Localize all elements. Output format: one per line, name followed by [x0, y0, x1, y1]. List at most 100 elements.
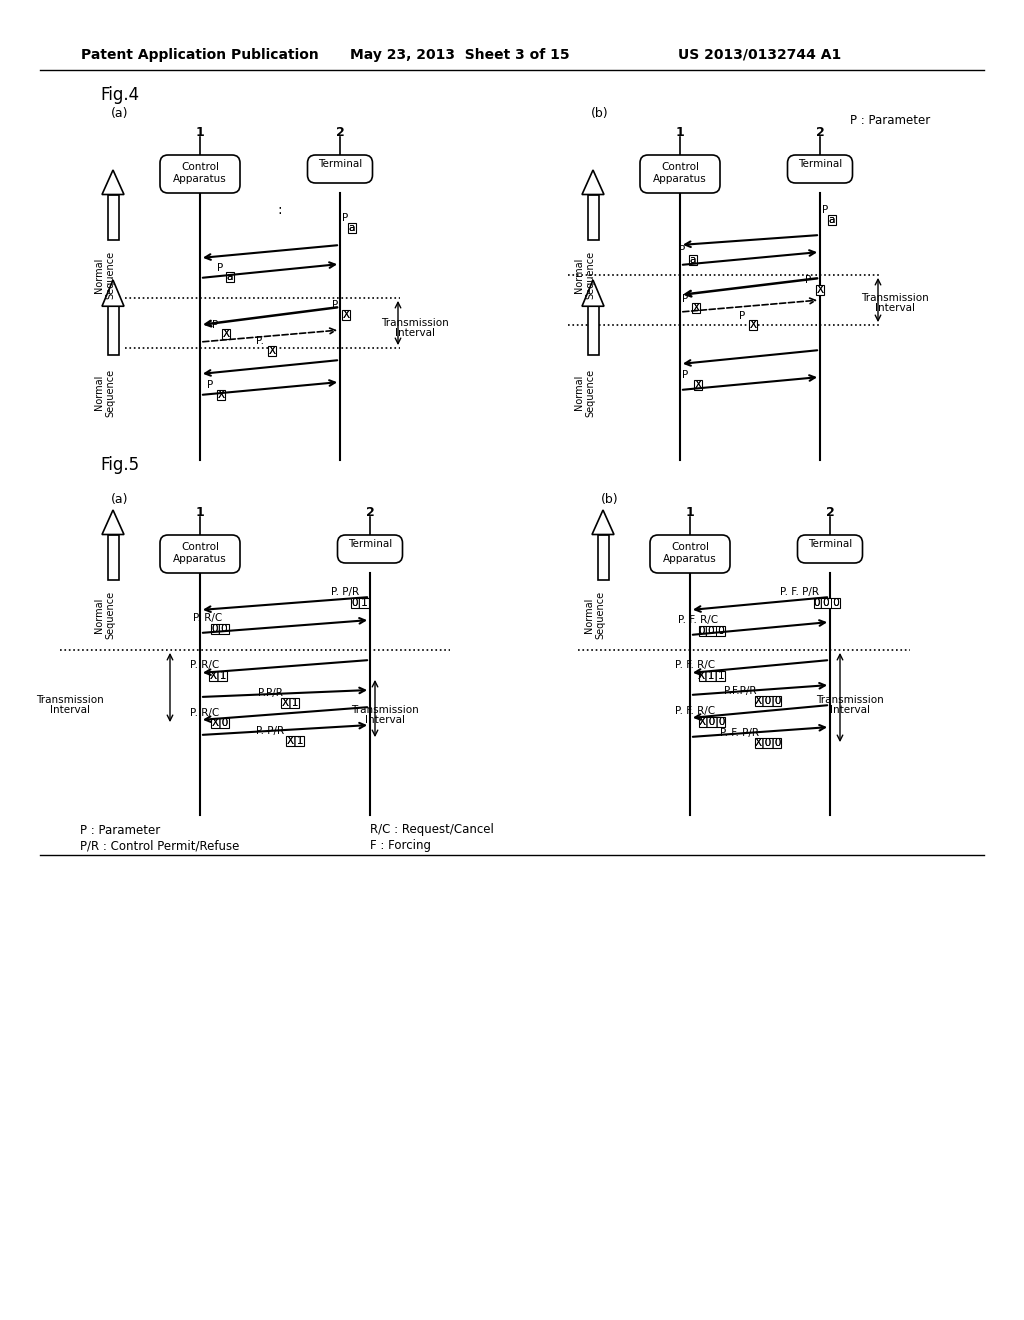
Text: X|1: X|1 — [282, 698, 299, 709]
Bar — [693, 380, 702, 391]
Text: Control: Control — [181, 543, 219, 552]
Text: Terminal: Terminal — [798, 158, 842, 169]
Text: Transmission: Transmission — [381, 318, 449, 327]
Text: P. R/C: P. R/C — [190, 660, 219, 671]
Bar — [698, 717, 725, 727]
Text: Apparatus: Apparatus — [653, 174, 707, 183]
Text: X: X — [222, 329, 229, 339]
Bar — [597, 535, 608, 579]
Text: a: a — [226, 272, 233, 282]
Text: X|1: X|1 — [209, 671, 226, 681]
Bar — [211, 718, 228, 729]
Bar — [108, 535, 119, 579]
Text: (b): (b) — [591, 107, 609, 120]
Text: P: P — [739, 312, 745, 321]
Text: 2: 2 — [825, 507, 835, 520]
Bar — [351, 598, 369, 609]
Bar — [267, 346, 276, 356]
Text: (a): (a) — [112, 107, 129, 120]
Text: 1: 1 — [676, 125, 684, 139]
Text: Transmission: Transmission — [36, 696, 103, 705]
Text: P. R/C: P. R/C — [190, 708, 219, 718]
Text: P : Parameter: P : Parameter — [80, 824, 160, 837]
Text: X: X — [268, 346, 275, 356]
Text: Interval: Interval — [365, 715, 406, 725]
Bar — [222, 329, 230, 339]
Text: X: X — [694, 380, 701, 389]
Text: Transmission: Transmission — [816, 696, 884, 705]
Text: 2: 2 — [366, 507, 375, 520]
Bar — [827, 215, 837, 226]
Bar — [588, 306, 598, 355]
Text: P. P/R: P. P/R — [256, 726, 284, 737]
Text: 0|0|0: 0|0|0 — [698, 626, 725, 636]
Polygon shape — [592, 510, 614, 535]
Bar — [217, 389, 225, 400]
Text: a: a — [828, 215, 836, 224]
Bar — [689, 255, 697, 265]
Text: US 2013/0132744 A1: US 2013/0132744 A1 — [678, 48, 842, 62]
Text: Interval: Interval — [830, 705, 870, 715]
Bar — [749, 319, 758, 330]
Text: Transmission: Transmission — [351, 705, 419, 715]
Text: Normal
Sequence: Normal Sequence — [585, 591, 606, 639]
Text: P: P — [682, 294, 688, 304]
Bar — [282, 698, 299, 709]
Bar — [698, 671, 725, 681]
Text: :: : — [278, 203, 283, 216]
Text: P: P — [217, 263, 223, 273]
Text: Terminal: Terminal — [317, 158, 362, 169]
Text: a: a — [690, 255, 696, 265]
Bar — [108, 194, 119, 240]
Text: X: X — [217, 389, 224, 400]
FancyBboxPatch shape — [798, 535, 862, 564]
Text: P: P — [679, 246, 685, 255]
Text: 0|0: 0|0 — [212, 624, 228, 634]
Text: 2: 2 — [816, 125, 824, 139]
Text: P: P — [342, 213, 348, 223]
Text: X|1: X|1 — [209, 671, 226, 681]
Text: (a): (a) — [112, 494, 129, 507]
Polygon shape — [102, 280, 124, 306]
Text: P. F. P/R: P. F. P/R — [780, 587, 819, 597]
Text: P.: P. — [256, 337, 264, 346]
Text: X|0: X|0 — [211, 718, 228, 729]
Bar — [816, 285, 824, 296]
Text: May 23, 2013  Sheet 3 of 15: May 23, 2013 Sheet 3 of 15 — [350, 48, 569, 62]
Text: 0|0: 0|0 — [212, 624, 228, 634]
Text: P. F. P/R: P. F. P/R — [721, 729, 760, 738]
Text: a: a — [690, 255, 696, 265]
FancyBboxPatch shape — [650, 535, 730, 573]
Text: Control: Control — [181, 162, 219, 172]
Text: Normal
Sequence: Normal Sequence — [574, 368, 596, 417]
Text: X: X — [342, 310, 349, 319]
Polygon shape — [582, 280, 604, 306]
FancyBboxPatch shape — [307, 154, 373, 183]
Text: Control: Control — [662, 162, 699, 172]
Text: Normal
Sequence: Normal Sequence — [94, 591, 116, 639]
Text: X|1|1: X|1|1 — [698, 671, 726, 681]
FancyBboxPatch shape — [338, 535, 402, 564]
Text: X: X — [217, 389, 224, 400]
Text: X|0: X|0 — [211, 718, 228, 729]
Text: P : Parameter: P : Parameter — [850, 114, 930, 127]
Text: P. F. R/C: P. F. R/C — [675, 660, 715, 671]
Bar — [348, 223, 356, 234]
Text: 0|0|0: 0|0|0 — [814, 598, 841, 609]
Bar — [108, 306, 119, 355]
Text: X|0|0: X|0|0 — [698, 717, 726, 727]
FancyBboxPatch shape — [640, 154, 720, 193]
Text: Patent Application Publication: Patent Application Publication — [81, 48, 318, 62]
Text: Interval: Interval — [395, 327, 435, 338]
Text: X: X — [750, 319, 757, 330]
Bar — [225, 272, 234, 282]
Text: P. P/R: P. P/R — [331, 587, 359, 597]
Text: X|1: X|1 — [282, 698, 299, 709]
Text: a: a — [349, 223, 355, 234]
Text: X|1|1: X|1|1 — [698, 671, 726, 681]
Text: 1: 1 — [686, 507, 694, 520]
Text: Fig.4: Fig.4 — [100, 86, 139, 104]
Text: R/C : Request/Cancel: R/C : Request/Cancel — [370, 824, 494, 837]
Text: P. F. R/C: P. F. R/C — [678, 615, 718, 624]
Bar — [692, 302, 700, 313]
